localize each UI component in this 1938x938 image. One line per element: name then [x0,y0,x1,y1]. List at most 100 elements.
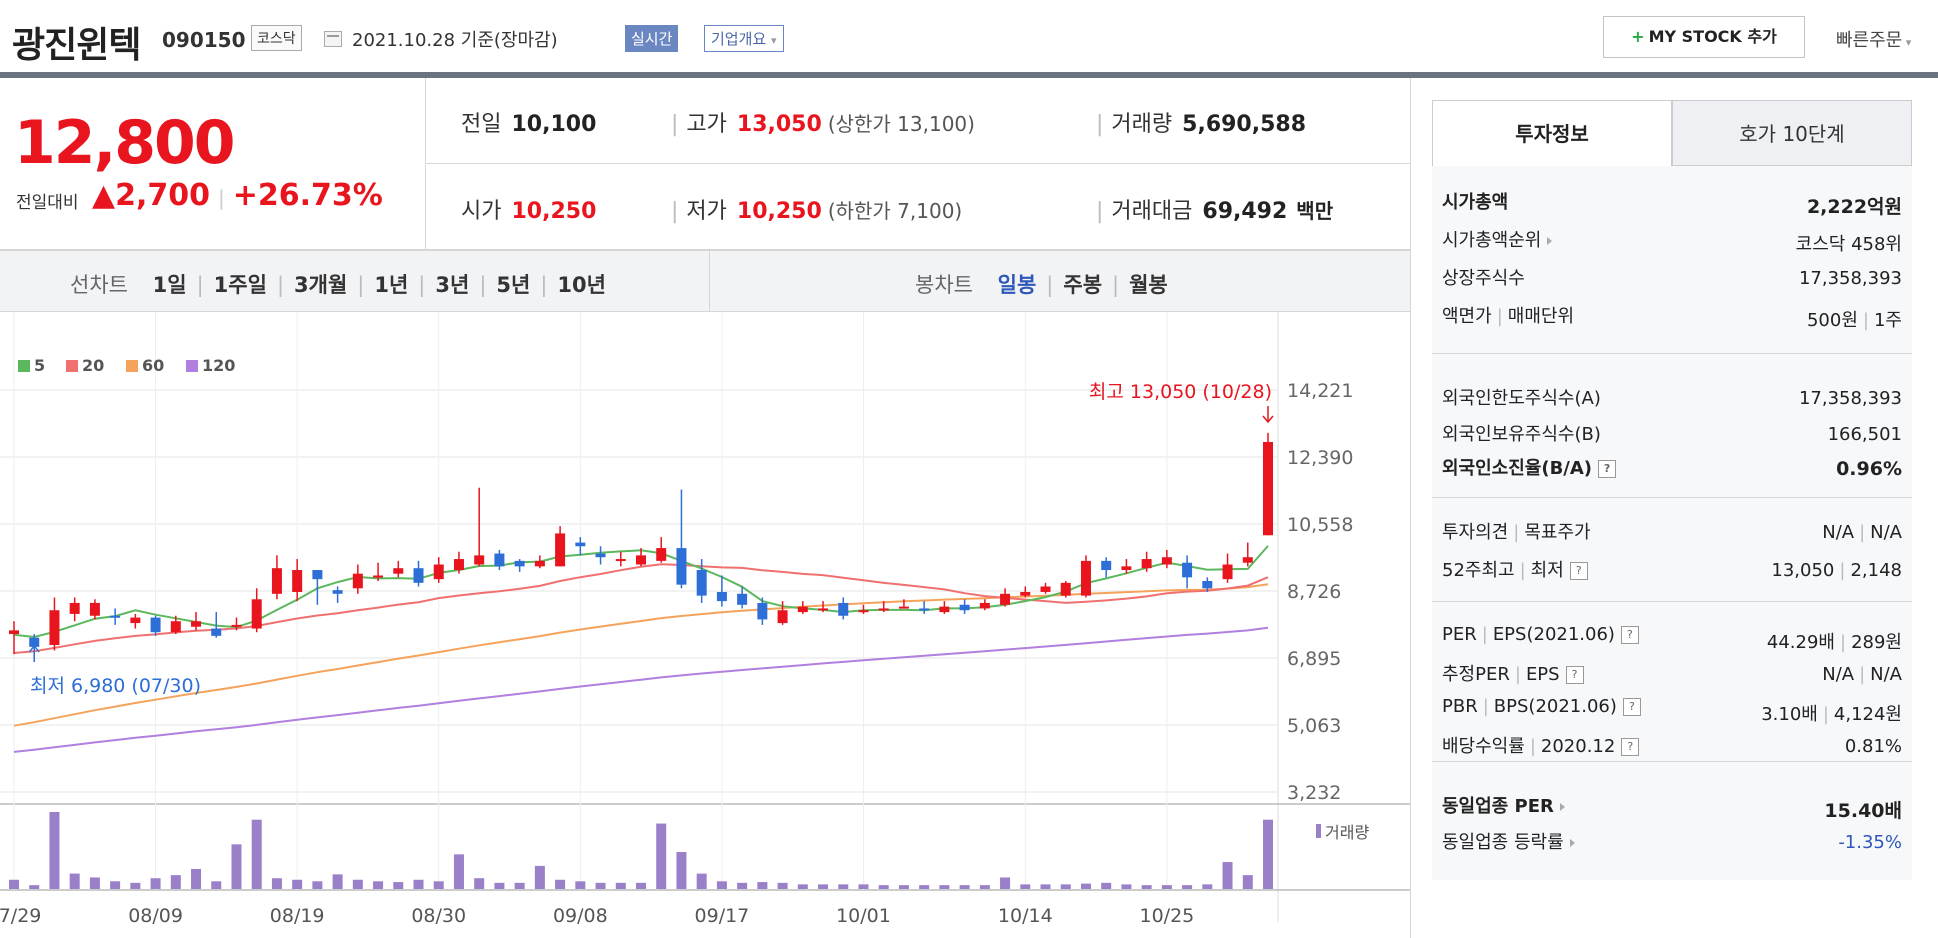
help-icon[interactable]: ? [1622,698,1641,716]
est-per: N/A [1822,664,1855,685]
help-icon[interactable]: ? [1620,626,1639,644]
x-tick-label: 10/25 [1139,905,1194,927]
volume-bar [898,885,909,889]
market-badge: 코스닥 [251,25,302,51]
candle-body [191,621,202,627]
wk52-label-b: 최저 [1530,560,1564,581]
candle-body [615,559,626,562]
volume-bar [29,885,40,889]
sector-per-row[interactable]: 동일업종 PER 15.40배 [1442,792,1902,822]
volume-bar [1263,819,1273,889]
volume-bar [1222,862,1233,889]
pbr-label-b: BPS(2021.06) [1493,696,1617,717]
price-chart[interactable]: 14,221 12,390 10,558 8,726 6,895 5,063 3,232 07… [0,312,1410,938]
line-chart-periods: 선차트 1일 | 1주일 | 3개월 | 1년 | 3년 | 5년 | 10년 [70,269,606,299]
legend-label-120: 120 [202,356,235,375]
candle-period-1[interactable]: 주봉 [1063,273,1103,297]
separator: | [1046,273,1054,297]
shares-value: 17,358,393 [1798,268,1902,289]
stock-code: 090150 [162,28,246,52]
volume-bar [656,823,667,889]
separator: | [217,186,225,210]
rank-value: 코스닥 458위 [1795,234,1902,255]
volume-label: 거래량 [1325,823,1369,842]
volume-bar [939,885,950,889]
candle-body [1222,564,1233,580]
tab-invest-info[interactable]: 투자정보 [1432,100,1672,166]
pbr: 3.10배 [1761,704,1818,725]
help-icon[interactable]: ? [1621,738,1640,756]
volume-bar [716,881,727,889]
prev-close-label: 전일 [461,112,502,137]
upper-limit: (상한가 13,100) [827,112,975,136]
quick-order-link[interactable]: 빠른주문 ▾ [1836,26,1911,52]
separator: | [357,273,365,297]
line-period-1[interactable]: 1주일 [213,273,267,297]
candle-period-0[interactable]: 일봉 [997,273,1037,297]
line-period-2[interactable]: 3개월 [294,273,348,297]
line-chart-label: 선차트 [70,273,128,297]
separator: | [1840,632,1847,653]
arrow-right-icon [1547,237,1553,245]
volume-bar [130,882,141,889]
plus-icon: + [1631,27,1645,46]
line-period-4[interactable]: 3년 [435,273,470,297]
wk52-value: 13,050 | 2,148 [1771,560,1902,581]
low-value: 10,250 [736,199,822,224]
volume-bar [69,873,80,889]
candle-body [858,610,869,613]
company-overview-dropdown[interactable]: 기업개요 ▾ [704,25,784,52]
line-period-0[interactable]: 1일 [152,273,187,297]
candle-body [979,602,990,609]
volume-bar [1121,884,1132,889]
help-icon[interactable]: ? [1569,562,1588,580]
add-my-stock-button[interactable]: + MY STOCK 추가 [1603,16,1805,58]
candle-body [1161,557,1172,565]
help-icon[interactable]: ? [1598,460,1617,478]
base-date: 2021.10.28 기준(장마감) [352,30,558,51]
volume-bar [49,812,60,889]
candle-body [636,555,646,565]
volume-bar [838,884,849,889]
y-tick-label: 5,063 [1287,715,1341,737]
opinion-label-a: 투자의견 [1442,522,1509,543]
candle-body [737,593,748,605]
volume-bar [575,881,586,889]
volume-bar [231,844,242,889]
trade-amount: | 거래대금 69,492 백만 [1096,193,1333,225]
valuation-section: PER | EPS(2021.06)? 44.29배 | 289원 추정PER | EPS? N… [1432,602,1912,762]
rank-row[interactable]: 시가총액순위 코스닥 458위 [1442,226,1902,256]
line-period-6[interactable]: 10년 [557,273,606,297]
volume-bar [1000,877,1011,889]
volume-bar [777,882,788,889]
line-period-3[interactable]: 1년 [374,273,409,297]
y-tick-label: 6,895 [1287,648,1341,670]
volume-bar [150,878,161,889]
candle-period-2[interactable]: 월봉 [1129,273,1168,297]
volume-bar [615,882,626,889]
separator: | [479,273,487,297]
price-row-1: 전일 10,100 | 고가 13,050 (상한가 13,100) | 거래량 5,690… [425,78,1410,164]
y-tick-label: 12,390 [1287,447,1353,469]
est-eps: N/A [1870,664,1902,685]
tab-orderbook[interactable]: 호가 10단계 [1672,100,1912,166]
legend-label-60: 60 [142,356,164,375]
candle-body [656,548,667,561]
volume-bar [474,878,485,889]
line-period-5[interactable]: 5년 [496,273,531,297]
sector-change-label: 동일업종 등락률 [1442,828,1575,854]
help-icon[interactable]: ? [1565,666,1584,684]
mcap-value: 2,222억원 [1806,196,1902,218]
sector-change-row[interactable]: 동일업종 등락률 -1.35% [1442,828,1902,858]
open-label: 시가 [461,199,502,224]
est-per-label-a: 추정PER [1442,664,1510,685]
volume-bar [9,879,19,889]
opinion-row: 투자의견 | 목표주가 N/A | N/A [1442,518,1902,548]
volume-bar [1242,875,1253,889]
candle-body [393,568,404,574]
candle-body [170,621,181,633]
invest-info-panel: 시가총액 2,222억원 시가총액순위 코스닥 458위 상장주식수 17,358,3… [1432,166,1912,880]
change-amount: ▲2,700 [92,178,210,213]
realtime-button[interactable]: 실시간 [625,25,679,52]
opinion-section: 투자의견 | 목표주가 N/A | N/A 52주최고 | 최저? 13,050 | 2,148 [1432,498,1912,602]
